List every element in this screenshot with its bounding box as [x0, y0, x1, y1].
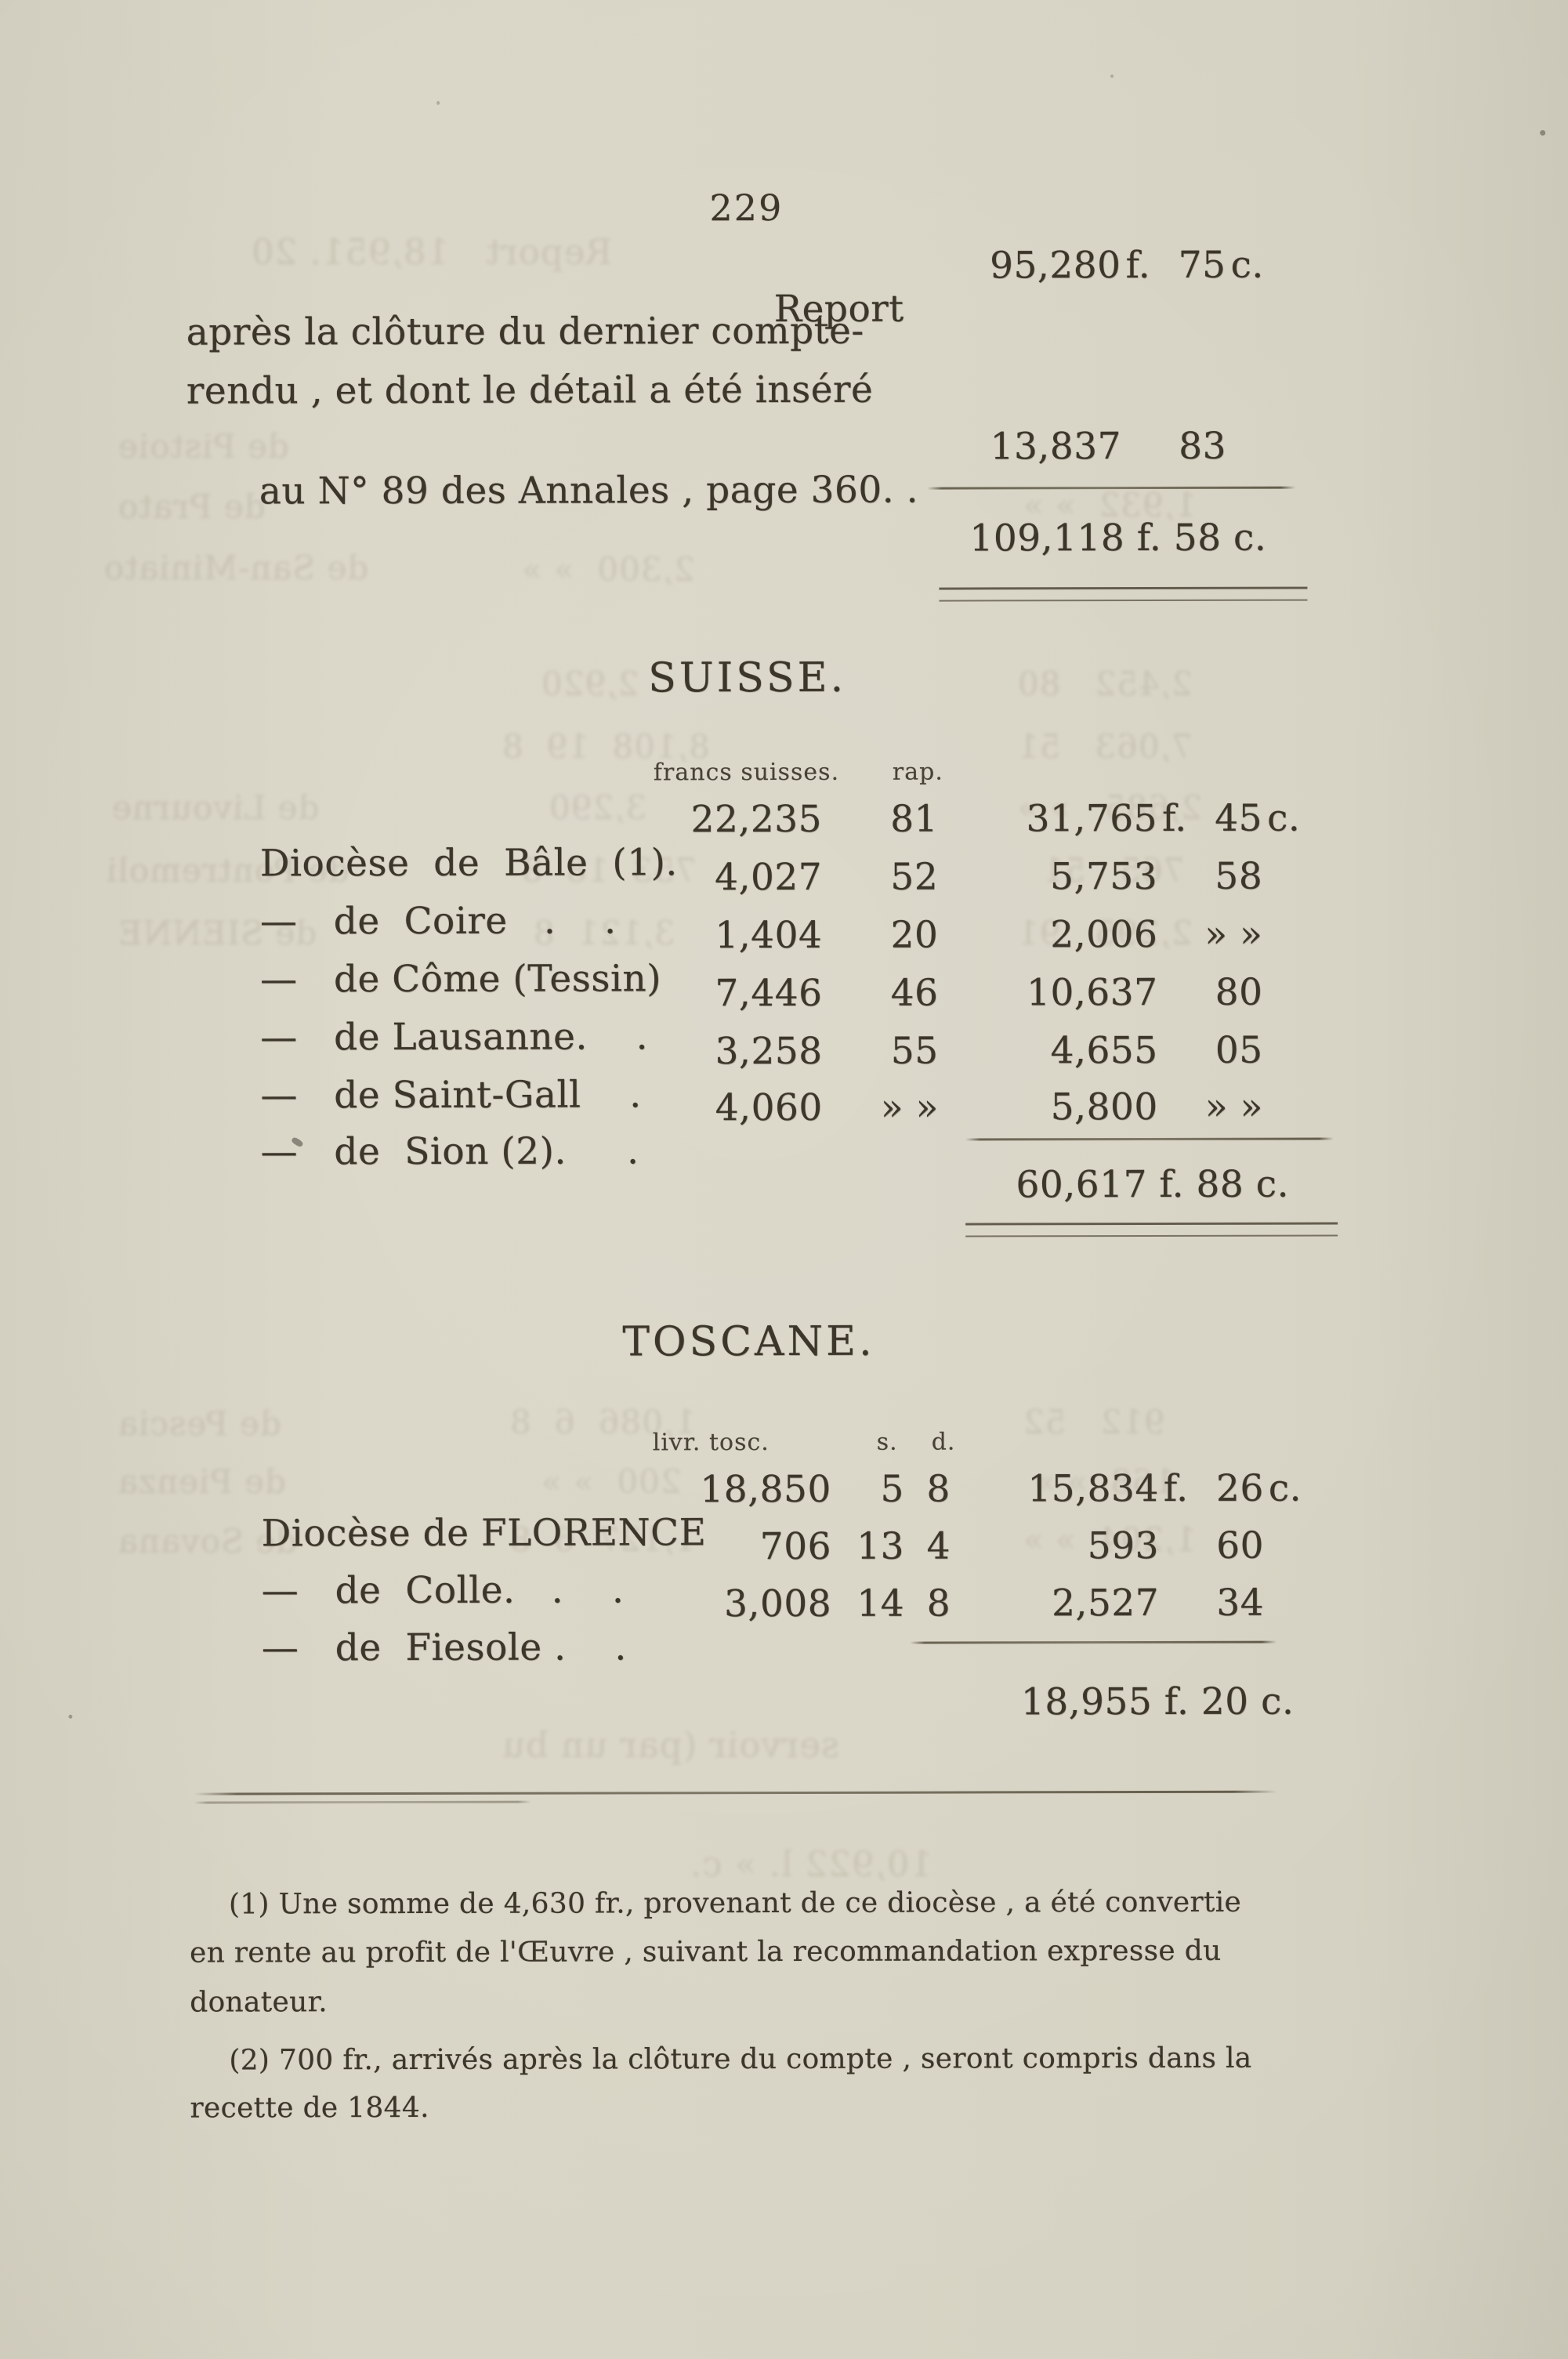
value-livres: 18,850 — [700, 1467, 831, 1512]
footnote-line: recette de 1844. — [190, 2091, 429, 2125]
row-amount: 4,655 05 — [958, 1029, 1301, 1073]
amount-francs: 31,765 — [1026, 797, 1158, 841]
amount-francs: 2,006 — [1050, 913, 1158, 957]
amount-francs: 95,280 — [990, 244, 1121, 288]
amount-f-abbrev: f. — [1161, 796, 1187, 840]
amount-c-abbrev: c. — [1266, 796, 1301, 840]
subtotal-amount: 109,118 f. 58 c. — [969, 516, 1267, 560]
value-rap: 81 — [890, 797, 939, 841]
row-amount: 5,800 » » — [958, 1085, 1301, 1129]
value-francs-suisses: 7,446 — [715, 971, 823, 1016]
column-header-rap: rap. — [892, 758, 943, 786]
amount-centimes: » » — [1204, 1085, 1263, 1129]
section-title-suisse: SUISSE. — [648, 654, 847, 702]
column-header-d: d. — [931, 1428, 956, 1456]
amount-centimes: 75 — [1178, 243, 1226, 287]
amount-francs: 4,655 — [1050, 1029, 1158, 1073]
row-amount: 593 60 — [959, 1524, 1302, 1568]
value-francs-suisses: 4,027 — [715, 855, 823, 900]
amount-f-abbrev: f. — [1163, 1466, 1189, 1510]
ink-speck — [436, 100, 440, 105]
ink-speck — [1540, 129, 1546, 136]
row-amount: 5,753 58 — [958, 855, 1300, 899]
value-sous: 5 — [880, 1467, 904, 1511]
footnote-line: (2) 700 fr., arrivés après la clôture du… — [229, 2042, 1252, 2077]
amount-c-abbrev: c. — [1230, 243, 1264, 287]
amount-francs: 13,837 — [990, 425, 1122, 469]
footnote-line: (1) Une somme de 4,630 fr., provenant de… — [228, 1886, 1242, 1921]
value-deniers: 4 — [926, 1524, 951, 1568]
row-amount: 2,006 » » — [958, 913, 1300, 957]
value-livres: 3,008 — [724, 1582, 832, 1626]
total-amount: 60,617 f. 88 c. — [1016, 1162, 1290, 1207]
amount-centimes: 26 — [1215, 1466, 1264, 1510]
value-livres: 706 — [759, 1524, 832, 1569]
row-amount: 2,527 34 — [959, 1582, 1302, 1625]
double-rule — [939, 586, 1308, 602]
amount-francs: 5,800 — [1050, 1085, 1158, 1129]
column-header-s: s. — [876, 1428, 898, 1456]
amount-centimes: 34 — [1216, 1581, 1265, 1625]
amount-centimes: 45 — [1215, 796, 1263, 840]
amount-f-abbrev: f. — [1125, 244, 1151, 288]
double-rule — [965, 1222, 1338, 1237]
amount-centimes: 05 — [1215, 1028, 1263, 1072]
row-amount: 31,765 f. 45 c. — [958, 796, 1301, 841]
amount-francs: 2,527 — [1052, 1581, 1160, 1625]
value-rap: 20 — [890, 913, 939, 957]
intro-line: au N° 89 des Annales , page 360. . — [259, 468, 919, 513]
amount-francs: 10,637 — [1026, 971, 1158, 1015]
ink-speck — [68, 1714, 73, 1719]
value-deniers: 8 — [926, 1582, 951, 1625]
footnote-line: donateur. — [190, 1986, 328, 2019]
value-rap: 46 — [890, 971, 939, 1015]
amount-centimes: 83 — [1179, 424, 1227, 468]
value-francs-suisses: 3,258 — [715, 1029, 823, 1074]
value-rap: 55 — [890, 1029, 939, 1073]
amount-centimes: » » — [1204, 912, 1263, 956]
intro-line: après la clôture du dernier compte- — [186, 309, 864, 354]
subtotal-row: 109,118 f. 58 c. — [186, 516, 1307, 648]
ink-speck — [1110, 74, 1114, 78]
amount-centimes: 80 — [1215, 970, 1263, 1014]
value-sous: 14 — [856, 1582, 905, 1625]
page-number: 229 — [709, 186, 784, 230]
column-header-currency: francs suisses. — [653, 758, 840, 787]
amount-c-abbrev: c. — [1268, 1466, 1302, 1510]
value-francs-suisses: 1,404 — [715, 913, 823, 958]
amount-centimes: 60 — [1216, 1524, 1265, 1567]
intro-line: rendu , et dont le détail a été inséré — [186, 368, 874, 413]
report-amount: 95,280 f. 75 c. — [922, 244, 1264, 288]
value-sous: 13 — [856, 1524, 905, 1568]
row-amount: 10,637 80 — [958, 971, 1300, 1015]
value-rap: » » — [880, 1085, 939, 1129]
value-francs-suisses: 22,235 — [690, 797, 823, 842]
row-amount: 15,834 f. 26 c. — [959, 1467, 1302, 1511]
amount-francs: 593 — [1087, 1524, 1160, 1568]
amount-francs: 5,753 — [1050, 855, 1158, 899]
value-deniers: 8 — [926, 1467, 951, 1511]
amount-centimes: 58 — [1215, 854, 1263, 898]
total-amount: 18,955 f. 20 c. — [1020, 1680, 1295, 1724]
value-rap: 52 — [890, 855, 939, 899]
footnote-line: en rente au profit de l'Œuvre , suivant … — [190, 1934, 1222, 1969]
row-label: — de Fiesole . . — [261, 1625, 627, 1670]
value-francs-suisses: 4,060 — [715, 1085, 823, 1130]
column-header-currency: livr. tosc. — [652, 1429, 770, 1457]
amount-francs: 15,834 — [1027, 1466, 1159, 1511]
intro-amount: 13,837 83 — [922, 425, 1264, 469]
section-title-toscane: TOSCANE. — [622, 1317, 875, 1366]
